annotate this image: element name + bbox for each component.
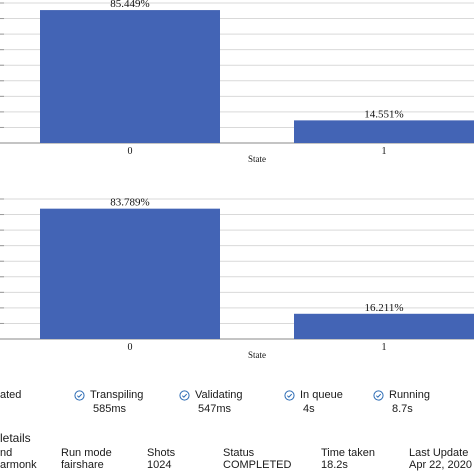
job-details: nd armonk Run mode fairshare Shots 1024 … — [0, 447, 474, 474]
bar-state-1 — [294, 120, 474, 143]
details-header: Run mode — [61, 447, 112, 459]
details-header: Time taken — [321, 447, 376, 459]
x-axis-title: State — [248, 350, 266, 360]
timeline-step-label: Running — [389, 389, 430, 401]
timeline-created: ated — [0, 389, 21, 401]
timeline-step-label: In queue — [300, 389, 343, 401]
bar-state-1 — [294, 313, 474, 339]
x-tick-label: 0 — [128, 342, 133, 353]
job-timeline: ated Transpiling 585ms Validating 547ms … — [0, 389, 474, 415]
details-value: 1024 — [147, 459, 172, 471]
timeline-step-running: Running 8.7s — [373, 389, 430, 415]
timeline-step-value: 547ms — [198, 403, 232, 415]
bar-data-label: 85.449% — [110, 0, 149, 10]
details-header: Last Update — [409, 447, 469, 459]
x-tick-label: 1 — [382, 342, 387, 353]
timeline-step-transpiling: Transpiling 585ms — [74, 389, 143, 415]
timeline-step-value: 585ms — [93, 403, 127, 415]
bar-data-label: 16.211% — [364, 302, 403, 314]
check-circle-icon — [373, 389, 384, 401]
details-header: Status — [223, 447, 255, 459]
details-value: COMPLETED — [223, 459, 292, 471]
histogram-svg-top: 85.449% 0 14.551% 1 State — [0, 0, 474, 164]
check-circle-icon — [179, 389, 190, 401]
check-circle-icon — [74, 389, 85, 401]
details-col-shots: Shots 1024 — [147, 447, 175, 471]
details-col-backend: nd armonk — [0, 447, 37, 471]
bar-state-0 — [40, 208, 220, 339]
histogram-svg-bottom: 83.789% 0 16.211% 1 State — [0, 197, 474, 360]
timeline-step-validating: Validating 547ms — [179, 389, 243, 415]
details-col-last-update: Last Update Apr 22, 2020 — [409, 447, 472, 471]
bar-data-label: 14.551% — [364, 108, 403, 120]
check-circle-icon — [284, 389, 295, 401]
timeline-step-value: 8.7s — [392, 403, 413, 415]
timeline-step-label: Validating — [195, 389, 243, 401]
details-header: Shots — [147, 447, 176, 459]
details-value: fairshare — [61, 459, 104, 471]
timeline-step-label: Transpiling — [90, 389, 144, 401]
histogram-chart-top: 85.449% 0 14.551% 1 State — [0, 0, 474, 168]
x-tick-label: 1 — [382, 146, 387, 157]
details-heading: letails — [0, 431, 31, 445]
timeline-created-label: ated — [0, 389, 22, 401]
histogram-chart-bottom: 83.789% 0 16.211% 1 State — [0, 196, 474, 364]
details-col-run-mode: Run mode fairshare — [61, 447, 112, 471]
x-axis-title: State — [248, 154, 266, 164]
details-header: nd — [0, 447, 13, 459]
details-value: 18.2s — [321, 459, 348, 471]
details-col-time-taken: Time taken 18.2s — [321, 447, 375, 471]
details-value: Apr 22, 2020 — [409, 459, 472, 471]
bar-state-0 — [40, 10, 220, 144]
details-value: armonk — [0, 459, 37, 471]
timeline-step-value: 4s — [303, 403, 315, 415]
x-tick-label: 0 — [128, 146, 133, 157]
details-col-status: Status COMPLETED — [223, 447, 291, 471]
bar-data-label: 83.789% — [110, 197, 149, 209]
timeline-step-in-queue: In queue 4s — [284, 389, 343, 415]
